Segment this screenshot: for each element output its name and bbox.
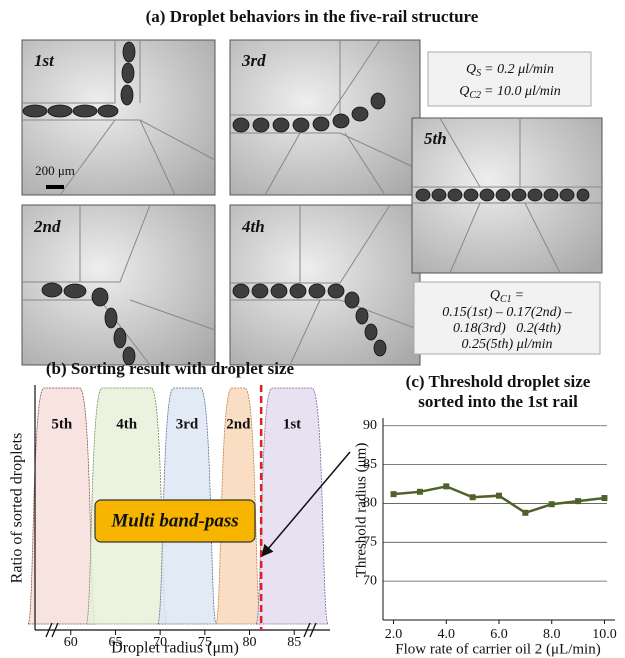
axis-break [303, 622, 317, 638]
point [522, 509, 529, 516]
panel-label: 1st [34, 51, 55, 70]
band-label: 5th [51, 416, 72, 432]
panel-label: 4th [241, 217, 265, 236]
point [548, 501, 555, 508]
x-tick-label: 75 [198, 635, 212, 650]
panel-title: (a) Droplet behaviors in the five-rail s… [146, 7, 479, 26]
photo-2nd: 2nd [21, 204, 216, 366]
chart-title: (b) Sorting result with droplet size [46, 359, 295, 378]
y-tick-label: 85 [363, 457, 377, 472]
y-axis-label: Ratio of sorted droplets [9, 433, 26, 584]
x-tick-label: 2.0 [385, 627, 403, 642]
band [27, 387, 97, 625]
axis-break [45, 622, 59, 638]
chart-title: sorted into the 1st rail [418, 392, 578, 411]
point [390, 491, 397, 498]
condition-box [413, 281, 601, 355]
y-tick-label: 80 [363, 496, 377, 511]
photo-1st: 1st 200 μm [21, 39, 216, 196]
panel-label: 3rd [241, 51, 266, 70]
x-tick-label: 8.0 [543, 627, 561, 642]
annotation-box [94, 499, 256, 543]
band-label: 2nd [226, 416, 251, 432]
condition: QS = 0.2 μl/min [466, 62, 554, 79]
point [575, 498, 582, 505]
condition: 0.15(1st) – 0.17(2nd) – [442, 305, 572, 320]
band-label: 3rd [176, 416, 199, 432]
x-axis-label: Droplet radius (μm) [111, 640, 239, 657]
condition-box [427, 51, 592, 107]
y-tick-label: 75 [363, 535, 377, 550]
band-label: 1st [283, 416, 301, 432]
y-axis-label: Threshold radius (μm) [353, 443, 369, 578]
y-tick-label: 70 [363, 573, 377, 588]
chart-title: (c) Threshold droplet size [406, 372, 591, 391]
point [496, 492, 502, 499]
x-tick-label: 4.0 [438, 627, 456, 642]
point [601, 495, 608, 502]
x-tick-label: 85 [287, 635, 301, 650]
y-tick-label: 90 [363, 418, 377, 433]
x-tick-label: 10.0 [592, 627, 617, 642]
condition: QC2 = 10.0 μl/min [459, 84, 561, 101]
scale-bar-label: 200 μm [35, 163, 75, 178]
panel-c: (c) Threshold droplet size sorted into t… [353, 372, 616, 658]
photo-3rd: 3rd [229, 39, 421, 196]
series-line [393, 485, 605, 515]
condition: 0.18(3rd) 0.2(4th) [453, 321, 561, 336]
band-label: 4th [116, 416, 137, 432]
point [443, 483, 450, 490]
point [469, 494, 476, 501]
arrow [261, 451, 351, 557]
condition: 0.25(5th) μl/min [461, 337, 552, 352]
x-tick-label: 65 [108, 635, 122, 650]
photo-4th: 4th [229, 204, 421, 366]
x-tick-label: 6.0 [490, 627, 508, 642]
panel-b: (b) Sorting result with droplet size Rat… [9, 359, 330, 657]
photo-5th: 5th [411, 117, 603, 274]
x-tick-label: 70 [153, 635, 167, 650]
annotation: Multi band-pass [110, 510, 238, 531]
panel-label: 2nd [33, 217, 61, 236]
x-axis-label: Flow rate of carrier oil 2 (μL/min) [395, 641, 600, 657]
x-tick-label: 60 [64, 635, 78, 650]
point [416, 488, 423, 495]
x-tick-label: 80 [243, 635, 257, 650]
condition: QC1 = [490, 288, 524, 305]
panel-label: 5th [424, 129, 447, 148]
